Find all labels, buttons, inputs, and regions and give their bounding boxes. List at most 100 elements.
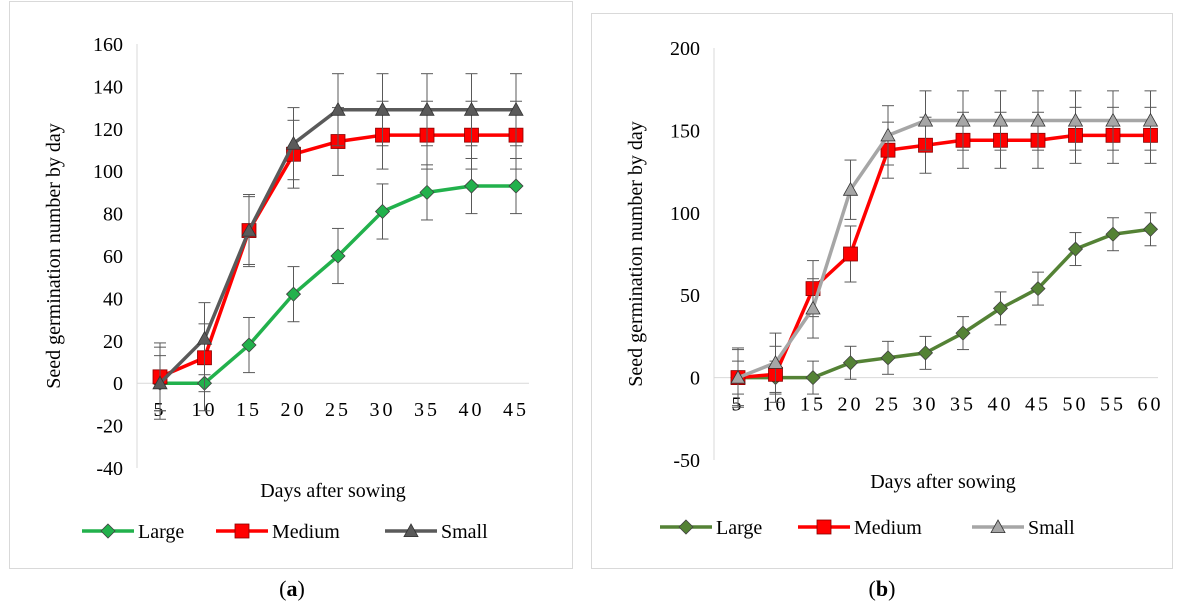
chart-b-series-medium: [730, 106, 1158, 407]
chart-a-y-tick-label: -40: [96, 458, 123, 480]
chart-a-y-tick-label: 0: [113, 373, 123, 395]
chart-a-data-point: [508, 101, 524, 116]
chart-b-data-point: [1142, 112, 1159, 127]
chart-b-data-point: [917, 112, 934, 127]
chart-a-y-tick-label: 140: [93, 76, 123, 98]
chart-b-data-point: [1105, 226, 1121, 242]
chart-b-y-tick-label: 100: [670, 203, 700, 225]
chart-b-x-axis-title: Days after sowing: [870, 471, 1016, 493]
chart-b-series-small: [730, 90, 1159, 408]
chart-b-data-point: [1030, 281, 1046, 297]
chart-b-x-tick-label: 10: [763, 394, 789, 416]
chart-a-data-point: [330, 101, 346, 116]
chart-a-x-tick-label: 35: [414, 399, 440, 421]
chart-a-data-point: [285, 286, 302, 302]
chart-a-data-point: [241, 337, 257, 353]
chart-b-x-tick-label: 45: [1025, 394, 1051, 416]
chart-a-data-point: [374, 101, 391, 116]
chart-b-data-point: [805, 300, 821, 315]
chart-panel-a: -40 -20 0 20 40 60 80 100 120 140 160 5 10 15 20 25 30 35…: [9, 1, 573, 569]
chart-b-data-point: [955, 112, 971, 127]
chart-b-data-point: [992, 300, 1009, 316]
chart-a-legend-marker: [100, 523, 116, 539]
chart-a-y-axis-title: Seed germination number by day: [43, 123, 65, 389]
chart-b-data-point: [767, 354, 784, 369]
chart-a-x-tick-label: 40: [459, 399, 485, 421]
chart-b-data-point: [842, 355, 859, 371]
chart-a-legend-label: Medium: [272, 521, 340, 543]
chart-b-x-tick-label: 55: [1100, 394, 1126, 416]
chart-b-data-point: [1142, 221, 1159, 237]
chart-a-data-point: [241, 222, 257, 237]
chart-a-x-axis-title: Days after sowing: [260, 480, 406, 502]
chart-b-y-axis-title: Seed germination number by day: [625, 121, 647, 387]
chart-b-data-point: [955, 325, 971, 341]
chart-b-x-tick-label: 15: [800, 394, 826, 416]
chart-a-legend-label: Large: [138, 521, 184, 543]
chart-a-y-tick-label: 60: [103, 246, 123, 268]
chart-b-legend-marker: [816, 519, 832, 535]
chart-a-x-tick-label: 10: [192, 399, 218, 421]
chart-b-data-point: [843, 246, 858, 262]
chart-a-legend-marker: [234, 523, 250, 539]
chart-a-series-line: [160, 184, 516, 385]
chart-a-data-point: [374, 203, 391, 220]
chart-b-x-tick-label: 20: [838, 394, 864, 416]
chart-b-svg: -50 0 50 100 150 200 5 10 15 20 25 30 35 40 45 50 55 60 Se…: [625, 38, 1164, 539]
chart-b-data-point: [1067, 112, 1084, 127]
chart-a-series-large: [152, 157, 524, 412]
chart-b-x-tick-label: 35: [950, 394, 976, 416]
chart-b-data-point: [730, 369, 746, 384]
chart-a-y-tick-label: 20: [103, 331, 123, 353]
chart-b-x-tick-label: 30: [913, 394, 939, 416]
caption-a: (a): [279, 576, 305, 601]
chart-a-legend-marker: [403, 523, 419, 537]
chart-a-y-tick-label: -20: [96, 416, 123, 438]
chart-a-data-point: [463, 178, 480, 194]
chart-b-x-tick-label: 60: [1138, 394, 1164, 416]
chart-b-y-tick-label: 200: [670, 38, 700, 60]
chart-b-x-tick-label: 5: [732, 394, 745, 416]
chart-a-series-small: [152, 73, 524, 420]
chart-a-y-tick-label: 120: [93, 119, 123, 141]
chart-a-x-tick-label: 20: [281, 399, 307, 421]
chart-a-x-tick-label: 30: [370, 399, 396, 421]
chart-b-legend-label: Medium: [854, 517, 922, 539]
chart-a-y-tick-label: 160: [93, 34, 123, 56]
chart-b-series-line: [737, 118, 1151, 380]
chart-a-y-tick-label: 80: [103, 204, 123, 226]
chart-b-series-large: [730, 212, 1159, 395]
chart-a-data-point: [152, 375, 168, 390]
chart-b-legend-marker: [678, 519, 694, 535]
chart-a-x-tick-label: 45: [503, 399, 529, 421]
chart-b-data-point: [880, 350, 896, 366]
chart-b-legend-label: Small: [1028, 517, 1075, 539]
chart-a-svg: -40 -20 0 20 40 60 80 100 120 140 160 5 10 15 20 25 30 35…: [43, 34, 529, 543]
chart-b-data-point: [842, 181, 859, 196]
chart-a-legend-label: Small: [441, 521, 488, 543]
chart-a-x-tick-label: 25: [325, 399, 351, 421]
chart-b-y-tick-label: 150: [670, 120, 700, 142]
chart-a-y-tick-label: 100: [93, 161, 123, 183]
chart-b-x-tick-label: 50: [1063, 394, 1089, 416]
chart-b-series-line: [738, 227, 1151, 380]
chart-b-legend-marker: [990, 519, 1006, 533]
chart-a-x-tick-label: 5: [154, 399, 167, 421]
chart-a-data-point: [330, 248, 346, 264]
chart-panel-b: -50 0 50 100 150 200 5 10 15 20 25 30 35 40 45 50 55 60 Se…: [591, 13, 1173, 569]
chart-b-y-tick-label: 0: [690, 368, 700, 390]
chart-b-x-tick-label: 40: [988, 394, 1014, 416]
chart-b-data-point: [1067, 241, 1084, 257]
chart-a-data-point: [419, 184, 435, 200]
caption-b: (b): [868, 576, 896, 601]
chart-b-y-tick-label: 50: [680, 285, 700, 307]
chart-b-data-point: [1030, 112, 1046, 127]
chart-b-data-point: [917, 345, 934, 361]
chart-a-y-tick-label: 40: [103, 288, 123, 310]
chart-b-legend-label: Large: [716, 517, 762, 539]
chart-b-x-tick-label: 25: [875, 394, 901, 416]
chart-a-data-point: [419, 101, 435, 116]
chart-a-data-point: [508, 178, 524, 194]
chart-a-x-tick-label: 15: [236, 399, 262, 421]
chart-b-data-point: [880, 127, 896, 142]
